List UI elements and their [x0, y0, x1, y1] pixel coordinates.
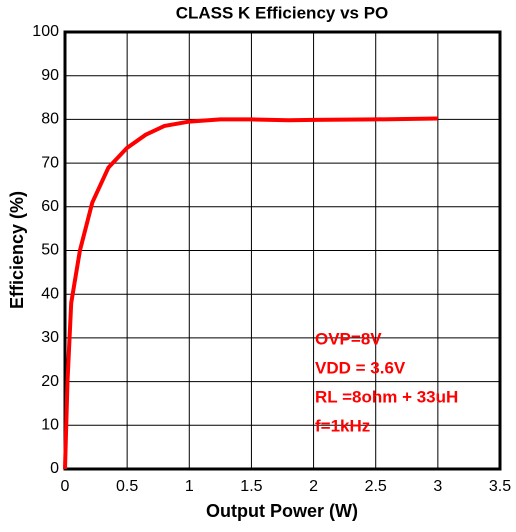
- y-tick-label: 90: [41, 67, 59, 84]
- annotation: OVP=8V: [315, 329, 382, 348]
- plot-frame: [63, 30, 502, 471]
- y-tick-label: 100: [32, 23, 59, 40]
- x-tick-label: 3: [433, 478, 442, 495]
- annotation: RL =8ohm + 33uH: [315, 387, 458, 406]
- x-tick-label: 3.5: [489, 478, 511, 495]
- x-tick-label: 1: [185, 478, 194, 495]
- y-tick-label: 30: [41, 329, 59, 346]
- line-series: [63, 116, 438, 470]
- y-tick-label: 40: [41, 285, 59, 302]
- y-tick-label: 50: [41, 242, 59, 259]
- y-tick-label: 10: [41, 417, 59, 434]
- y-tick-label: 80: [41, 111, 59, 128]
- annotation: VDD = 3.6V: [315, 358, 406, 377]
- y-tick-label: 60: [41, 198, 59, 215]
- y-tick-label: 20: [41, 373, 59, 390]
- x-tick-label: 0: [61, 478, 70, 495]
- y-tick-label: 0: [50, 460, 59, 477]
- chart-title: CLASS K Efficiency vs PO: [176, 3, 389, 22]
- x-tick-label: 2.5: [365, 478, 387, 495]
- x-tick-label: 2: [309, 478, 318, 495]
- x-tick-label: 0.5: [116, 478, 138, 495]
- y-tick-label: 70: [41, 154, 59, 171]
- x-axis-label: Output Power (W): [206, 501, 358, 521]
- annotation: f=1kHz: [315, 416, 370, 435]
- x-tick-label: 1.5: [240, 478, 262, 495]
- y-axis-label: Efficiency (%): [7, 191, 27, 309]
